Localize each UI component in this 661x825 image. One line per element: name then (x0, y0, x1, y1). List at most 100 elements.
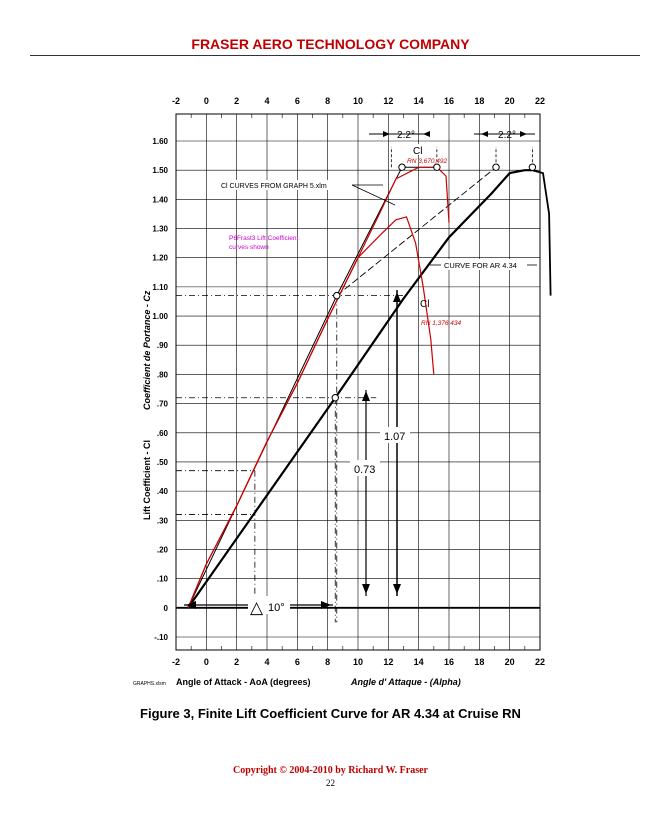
y-tick-label: 1.20 (152, 254, 168, 263)
cl-top-label-bg (411, 144, 429, 155)
y-tick-label: 1.60 (152, 137, 168, 146)
series-line-5 (187, 166, 450, 609)
x-tick-label-top: -2 (172, 96, 180, 106)
x-tick-label-top: 6 (295, 96, 300, 106)
x-tick-label-bottom: 20 (505, 657, 515, 667)
value-107-bg (380, 427, 410, 443)
chart-series (187, 166, 552, 609)
x-tick-label-bottom: 10 (353, 657, 363, 667)
x-tick-label-top: 22 (535, 96, 545, 106)
x-tick-label-top: 8 (325, 96, 330, 106)
chart-markers (331, 163, 537, 402)
x-tick-label-bottom: 22 (535, 657, 545, 667)
dim-label-1: 2.2° (397, 130, 415, 141)
series-line-0 (187, 169, 533, 609)
data-point-marker (433, 163, 441, 171)
y-tick-label: .30 (157, 516, 169, 525)
x-tick-label-bottom: 16 (444, 657, 454, 667)
graph-note-bg (218, 180, 348, 190)
y-tick-label: .40 (157, 487, 169, 496)
y-tick-label: 1.40 (152, 195, 168, 204)
y-tick-label: .70 (157, 400, 169, 409)
page-number: 22 (326, 778, 335, 788)
chart-grid: -2-2002244668810101212141416161818202022… (152, 96, 545, 667)
x-axis-label-alt: Angle d' Attaque - (Alpha) (350, 677, 461, 687)
header-divider (30, 55, 640, 56)
y-tick-label: .90 (157, 341, 169, 350)
graph-note-leader-2 (351, 184, 396, 206)
lift-coefficient-chart: -2-2002244668810101212141416161818202022… (133, 96, 552, 687)
figure-caption: Figure 3, Finite Lift Coefficient Curve … (140, 706, 521, 721)
value-107: 1.07 (384, 431, 405, 443)
x-tick-label-bottom: 12 (383, 657, 393, 667)
series-line-4 (336, 166, 497, 296)
x-tick-label-top: 12 (383, 96, 393, 106)
cl-low-label: Cl (420, 299, 429, 310)
dim-arrow-right-2 (520, 131, 527, 137)
chart-annotations: 2.2° 2.2° Cl RN 3,670,492 Cl CURVES FROM… (133, 130, 537, 687)
x-axis-label: Angle of Attack - AoA (degrees) (176, 677, 311, 687)
x-tick-label-bottom: 6 (295, 657, 300, 667)
copyright: Copyright © 2004-2010 by Richard W. Fras… (233, 765, 428, 776)
cl-low-rn: RN 1,376,434 (421, 320, 461, 327)
x-tick-label-bottom: -2 (172, 657, 180, 667)
data-point-marker (492, 163, 500, 171)
data-point-marker (528, 163, 537, 171)
y-tick-label: .60 (157, 429, 169, 438)
y-tick-label: .20 (157, 545, 169, 554)
y-tick-label: .80 (157, 370, 169, 379)
curve-for-label: CURVE FOR AR 4.34 (444, 261, 517, 270)
arrow-107-head-top (393, 292, 401, 302)
arrow-073-head-top (362, 391, 370, 401)
value-073: 0.73 (354, 464, 375, 476)
delta-text: 10° (268, 602, 285, 614)
curve-for-bg (442, 259, 528, 270)
x-tick-label-bottom: 0 (204, 657, 209, 667)
data-point-marker (398, 163, 406, 171)
cl-top-rn: RN 3,670,492 (407, 158, 447, 165)
data-point-marker (331, 394, 339, 402)
series-line-6 (187, 216, 435, 609)
value-073-bg (350, 460, 380, 476)
y-axis-label: Lift Coefficient - Cl (142, 440, 152, 520)
arrow-107-head-bottom (393, 584, 401, 594)
dim-arrow-left-1 (383, 131, 390, 137)
x-tick-label-top: 4 (264, 96, 269, 106)
dim-arrow-left-2 (481, 131, 488, 137)
y-axis-label-alt: Coefficient de Portance - Cz (142, 290, 152, 410)
y-tick-label: 1.00 (152, 312, 168, 321)
x-tick-label-top: 2 (234, 96, 239, 106)
x-tick-label-bottom: 14 (414, 657, 424, 667)
delta-bg (248, 596, 290, 614)
y-tick-label: .10 (157, 575, 169, 584)
arrow-073-head-bottom (362, 584, 370, 594)
delta-arrow-left (186, 601, 196, 609)
x-tick-label-bottom: 2 (234, 657, 239, 667)
y-tick-label: .50 (157, 458, 169, 467)
x-tick-label-top: 14 (414, 96, 424, 106)
magenta-note-1: P6Frast3 Lift Coefficient (229, 235, 298, 242)
y-tick-label: 0 (164, 604, 169, 613)
y-tick-label: 1.30 (152, 225, 168, 234)
data-point-marker (333, 291, 341, 300)
magenta-note-2: curves shown (229, 244, 269, 251)
x-tick-label-top: 0 (204, 96, 209, 106)
x-tick-label-top: 20 (505, 96, 515, 106)
graph-note: Cl CURVES FROM GRAPH 5.xlm (221, 183, 327, 190)
dim-label-2: 2.2° (498, 130, 516, 141)
x-tick-label-bottom: 8 (325, 657, 330, 667)
y-tick-label: 1.50 (152, 166, 168, 175)
x-tick-label-bottom: 4 (264, 657, 269, 667)
delta-arrow-right (321, 601, 331, 609)
x-tick-label-top: 18 (474, 96, 484, 106)
x-tick-label-top: 10 (353, 96, 363, 106)
cl-top-label: Cl (413, 146, 422, 157)
y-tick-label: 1.10 (152, 283, 168, 292)
series-line-1 (532, 169, 552, 296)
company-header: FRASER AERO TECHNOLOGY COMPANY (191, 36, 470, 52)
file-label: GRAPHS.xlsm (133, 681, 166, 687)
dim-arrow-right-1 (423, 131, 430, 137)
x-tick-label-bottom: 18 (474, 657, 484, 667)
x-tick-label-top: 16 (444, 96, 454, 106)
delta-symbol: △ (250, 598, 264, 617)
